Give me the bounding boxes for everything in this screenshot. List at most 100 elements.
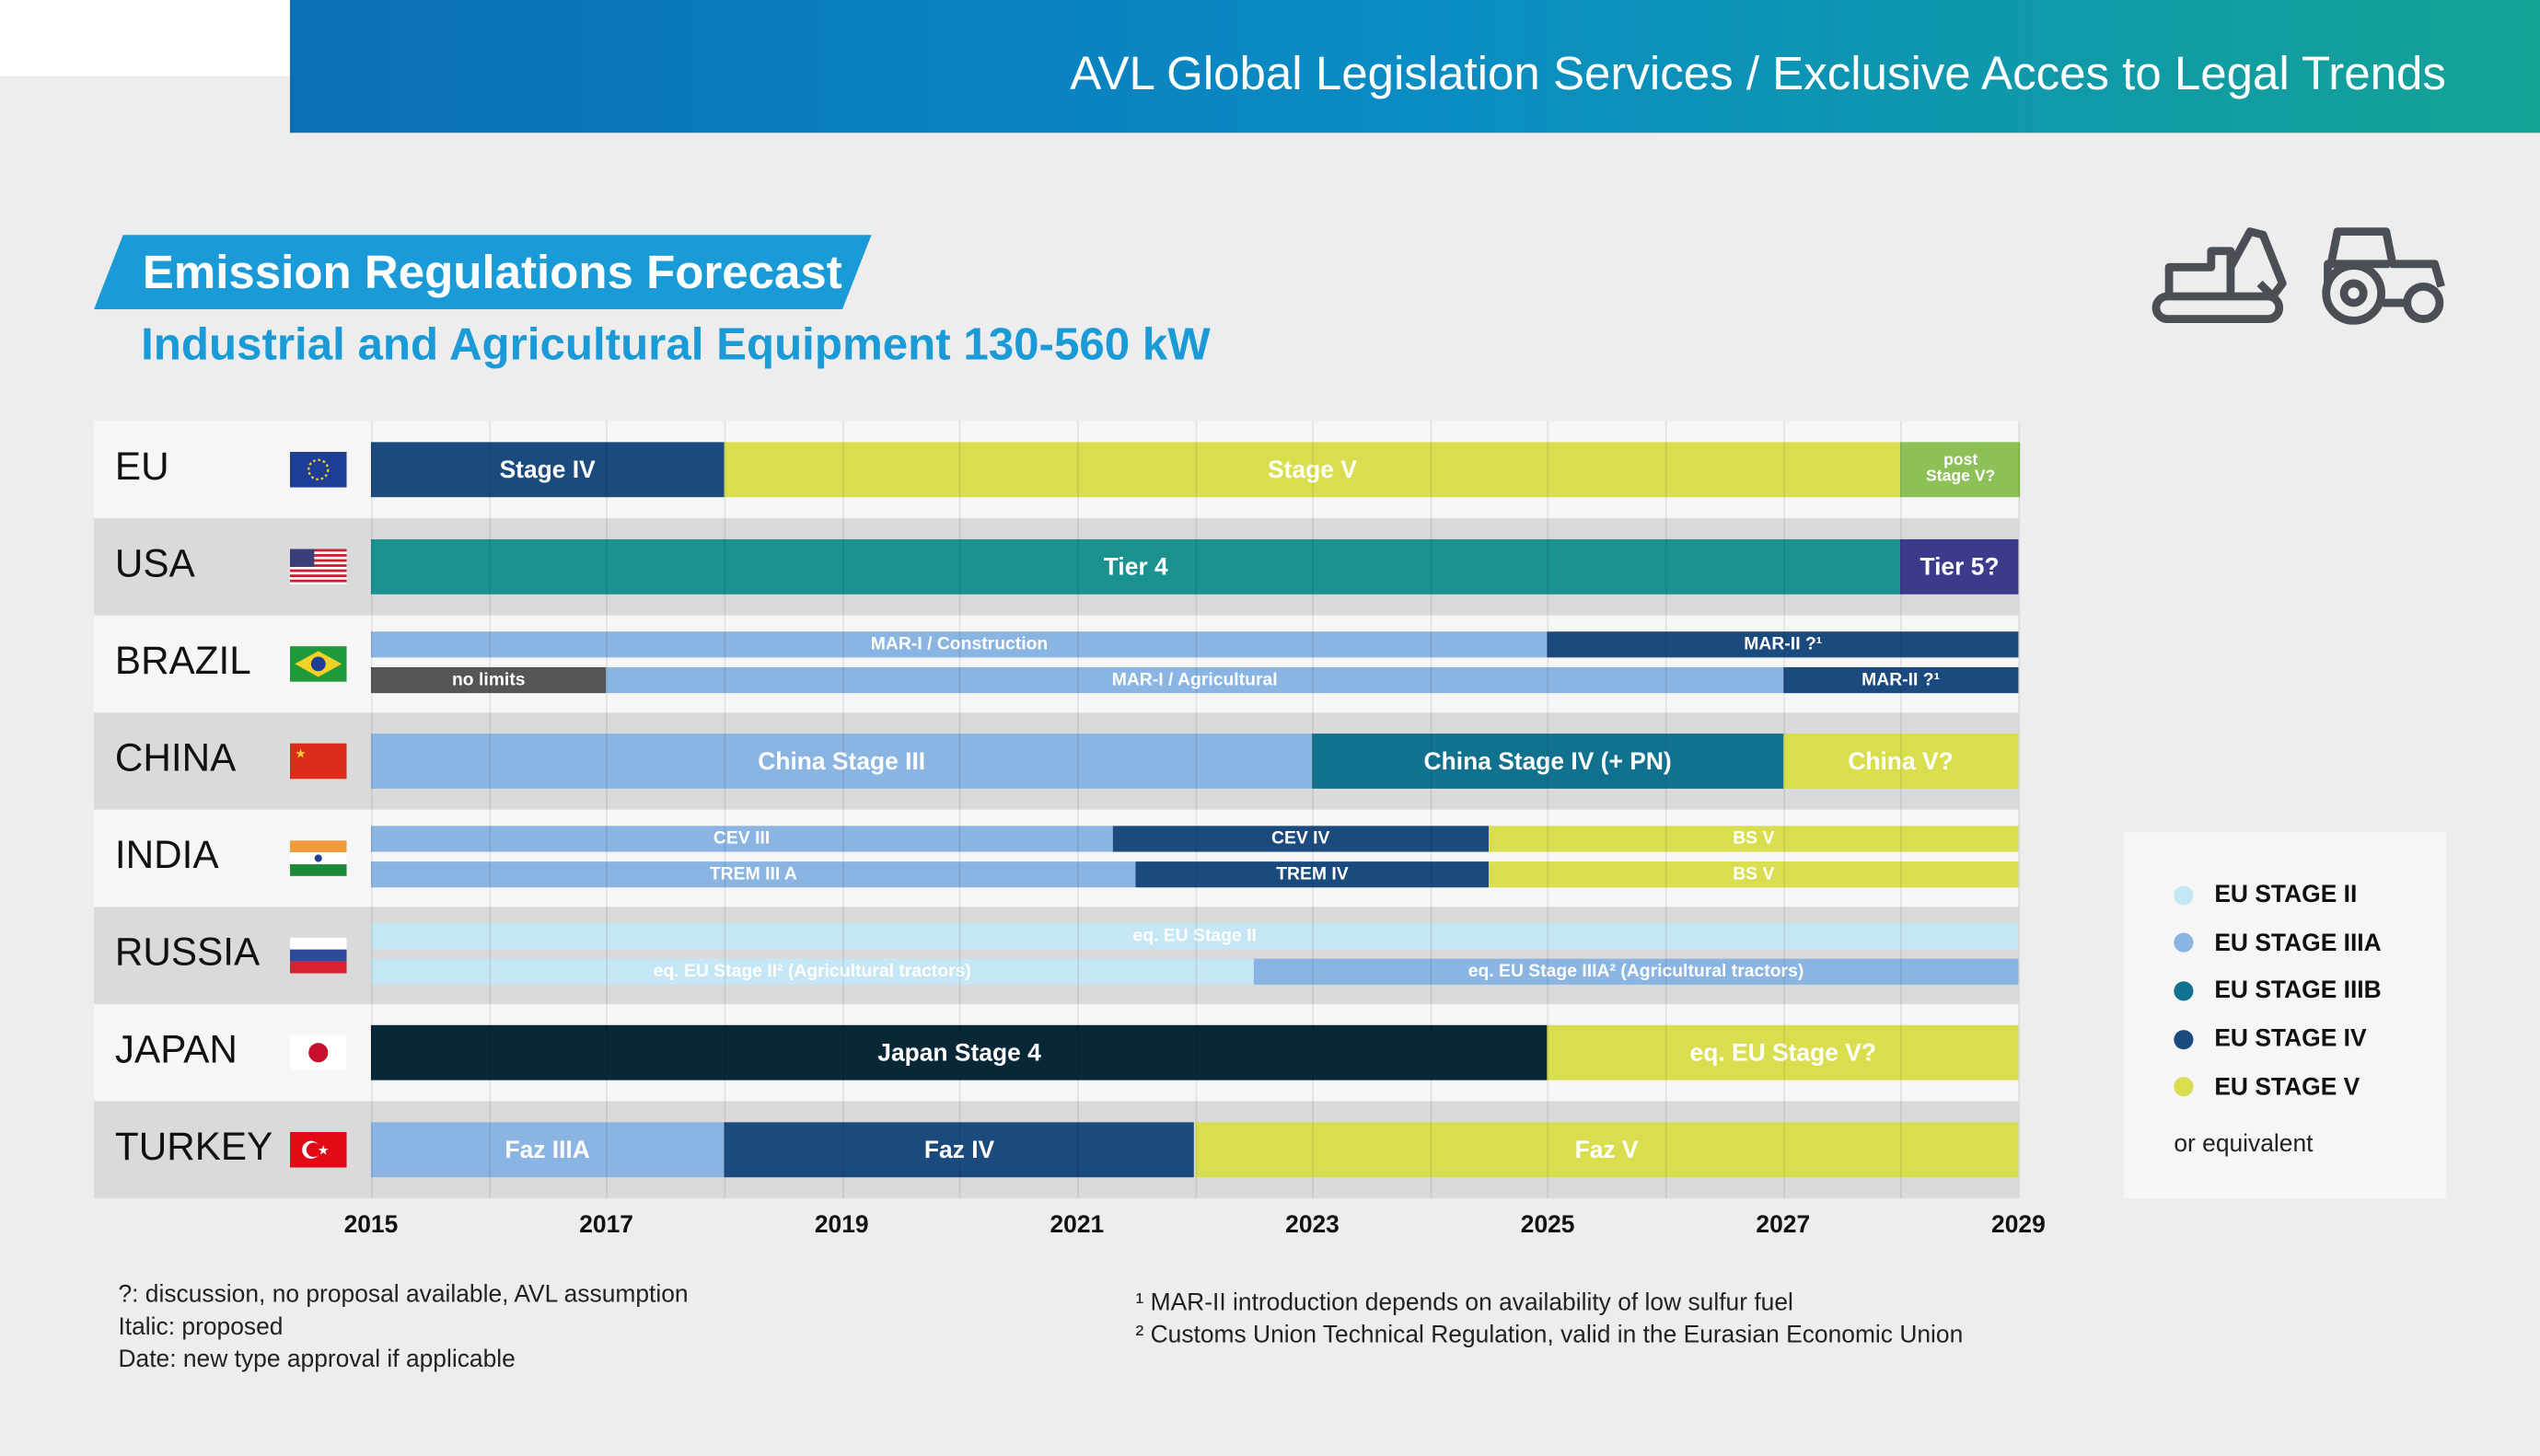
- country-label: RUSSIA: [114, 930, 261, 976]
- country-label: INDIA: [114, 834, 219, 878]
- legend-item: EU STAGE V: [2174, 1073, 2360, 1101]
- bar-china: China V?: [1782, 734, 2019, 789]
- bar-usa: Tier 5?: [1900, 538, 2019, 595]
- country-label: EU: [114, 445, 169, 490]
- flag-brazil-icon: [289, 646, 347, 682]
- legend-dot-icon: [2174, 884, 2194, 905]
- svg-text:★: ★: [318, 1143, 330, 1158]
- gridline: [841, 421, 843, 1199]
- header-title: AVL Global Legislation Services / Exclus…: [1070, 48, 2446, 101]
- gridline: [724, 421, 726, 1199]
- bar-brazil: MAR-I / Agricultural: [606, 666, 1783, 694]
- bar-brazil: no limits: [370, 666, 607, 694]
- country-label: BRAZIL: [114, 640, 251, 684]
- bar-japan: eq. EU Stage V?: [1548, 1024, 2019, 1080]
- legend-label: EU STAGE IV: [2214, 1024, 2367, 1053]
- excavator-icon: [2151, 227, 2287, 324]
- bar-turkey: Faz V: [1194, 1122, 2019, 1178]
- header-banner: AVL Global Legislation Services / Exclus…: [289, 0, 2540, 133]
- gridline: [1664, 421, 1667, 1199]
- equipment-icons: [2146, 219, 2453, 341]
- page-subtitle: Industrial and Agricultural Equipment 13…: [141, 318, 1211, 370]
- note: ?: discussion, no proposal available, AV…: [118, 1280, 689, 1309]
- flag-eu-icon: [289, 451, 347, 488]
- row-brazil: BRAZIL: [94, 615, 2019, 713]
- bar-china: China Stage III: [370, 734, 1313, 789]
- svg-text:★: ★: [295, 745, 307, 760]
- legend-note: or equivalent: [2174, 1130, 2314, 1159]
- gridline: [1076, 421, 1079, 1199]
- x-tick-label: 2015: [343, 1211, 399, 1240]
- x-tick-label: 2017: [579, 1211, 633, 1240]
- corner-blank: [0, 0, 290, 76]
- legend-item: EU STAGE IIIB: [2174, 976, 2382, 1005]
- note: Date: new type approval if applicable: [118, 1346, 516, 1374]
- page-title-tag: Emission Regulations Forecast: [94, 235, 872, 309]
- bar-turkey: Faz IV: [724, 1122, 1195, 1178]
- flag-japan-icon: [289, 1034, 347, 1071]
- gridline: [1194, 421, 1197, 1199]
- bar-japan: Japan Stage 4: [370, 1024, 1548, 1080]
- flag-china-icon: ★: [289, 743, 347, 780]
- legend-item: EU STAGE IV: [2174, 1024, 2367, 1053]
- flag-usa-icon: [289, 549, 347, 585]
- country-label: TURKEY: [114, 1125, 273, 1170]
- gridline: [1900, 421, 1903, 1199]
- x-tick-label: 2025: [1520, 1211, 1575, 1240]
- bar-india: TREM III A: [370, 861, 1136, 888]
- bar-eu: post Stage V?: [1900, 442, 2021, 498]
- bar-india: TREM IV: [1135, 861, 1490, 888]
- flag-india-icon: [289, 840, 347, 876]
- bar-eu: Stage IV: [370, 442, 725, 498]
- bar-eu: Stage V: [724, 442, 1901, 498]
- bar-russia: eq. EU Stage IIIA² (Agricultural tractor…: [1253, 958, 2019, 985]
- page-title: Emission Regulations Forecast: [142, 248, 842, 300]
- legend-label: EU STAGE V: [2214, 1073, 2360, 1102]
- bar-brazil: MAR-I / Construction: [370, 631, 1548, 658]
- bar-india: BS V: [1489, 826, 2019, 852]
- gridline: [370, 421, 373, 1199]
- x-tick-label: 2029: [1991, 1211, 2046, 1240]
- gridline: [488, 421, 491, 1199]
- flag-turkey-icon: ★: [289, 1131, 347, 1168]
- bar-brazil: MAR-II ?¹: [1782, 666, 2019, 694]
- bar-india: CEV IV: [1112, 826, 1490, 852]
- bar-usa: Tier 4: [370, 538, 1901, 595]
- bar-india: BS V: [1489, 861, 2019, 888]
- bar-russia: eq. EU Stage II² (Agricultural tractors): [370, 958, 1254, 985]
- tractor-icon: [2322, 227, 2445, 325]
- footnote: ¹ MAR-II introduction depends on availab…: [1135, 1288, 1793, 1317]
- legend-dot-icon: [2174, 1029, 2194, 1049]
- row-russia: RUSSIA: [94, 907, 2019, 1004]
- country-label: CHINA: [114, 736, 237, 781]
- row-india: INDIA: [94, 809, 2019, 907]
- footnote: ² Customs Union Technical Regulation, va…: [1135, 1321, 1964, 1349]
- x-tick-label: 2019: [814, 1211, 869, 1240]
- flag-russia-icon: [289, 937, 347, 974]
- legend-label: EU STAGE IIIB: [2214, 976, 2382, 1005]
- note: Italic: proposed: [118, 1313, 284, 1341]
- gridline: [1430, 421, 1432, 1199]
- legend-dot-icon: [2174, 981, 2194, 1001]
- notes-left: ?: discussion, no proposal available, AV…: [118, 1279, 688, 1377]
- x-tick-label: 2021: [1050, 1211, 1105, 1240]
- gridline: [1312, 421, 1315, 1199]
- country-label: JAPAN: [114, 1028, 238, 1072]
- gridline: [1782, 421, 1785, 1199]
- country-label: USA: [114, 542, 195, 586]
- bar-india: CEV III: [370, 826, 1113, 852]
- gridline: [2018, 421, 2021, 1199]
- legend-item: EU STAGE IIIA: [2174, 929, 2382, 956]
- legend: or equivalent EU STAGE II EU STAGE IIIA EU…: [2123, 832, 2446, 1199]
- x-tick-label: 2027: [1756, 1211, 1811, 1240]
- bar-china: China Stage IV (+ PN): [1312, 734, 1783, 789]
- x-tick-label: 2023: [1285, 1211, 1340, 1240]
- legend-item: EU STAGE II: [2174, 881, 2357, 908]
- legend-dot-icon: [2174, 932, 2194, 953]
- gridline: [1548, 421, 1549, 1199]
- bar-turkey: Faz IIIA: [370, 1122, 725, 1178]
- legend-dot-icon: [2174, 1077, 2194, 1097]
- gridline: [606, 421, 609, 1199]
- legend-label: EU STAGE II: [2214, 881, 2358, 909]
